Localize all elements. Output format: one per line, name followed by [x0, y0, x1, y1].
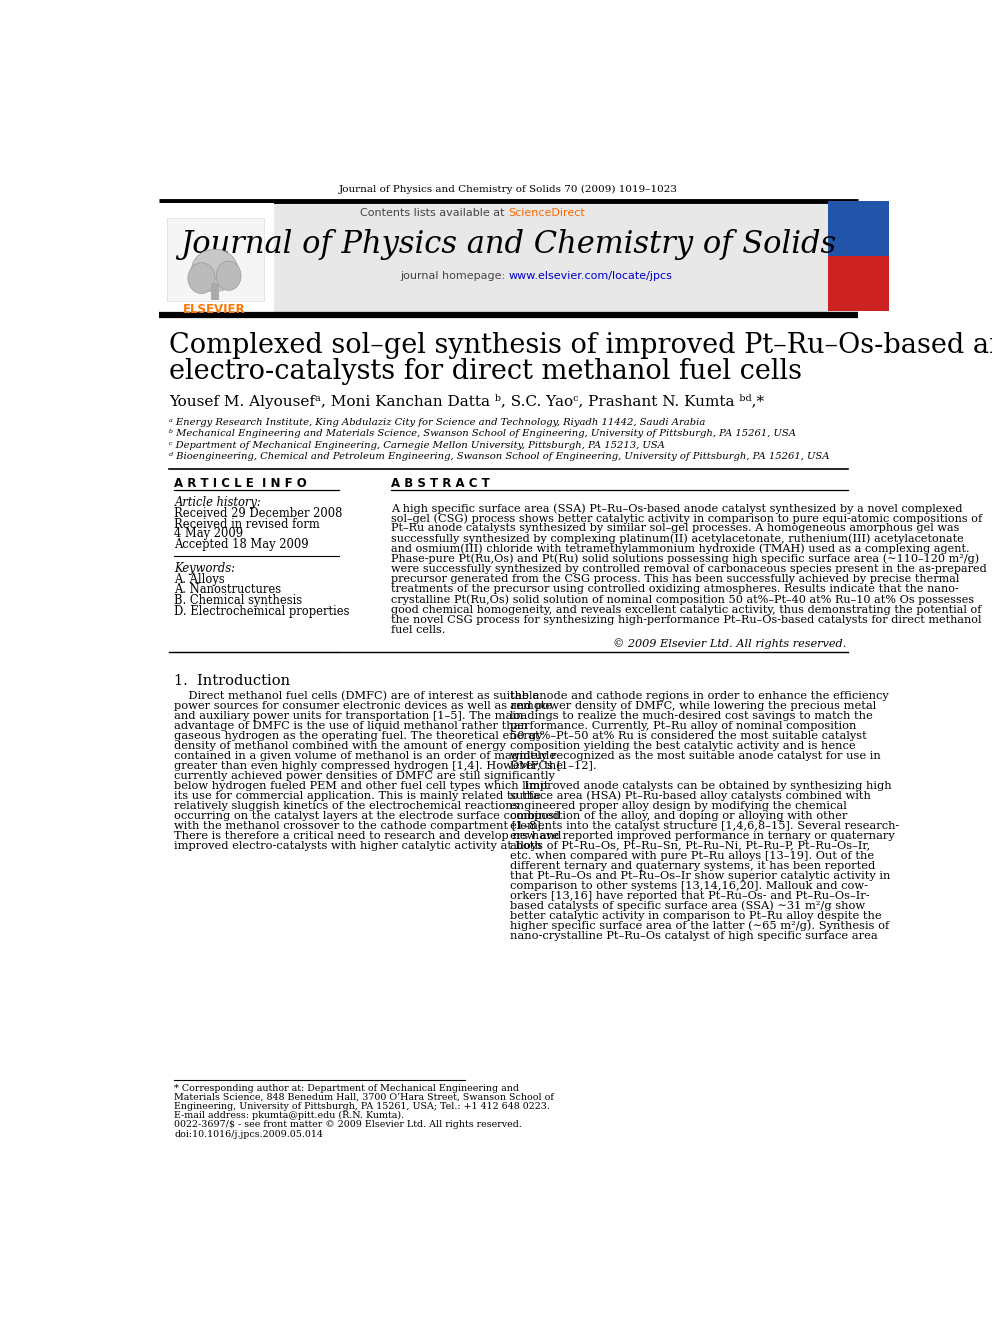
Text: elements into the catalyst structure [1,4,6,8–15]. Several research-: elements into the catalyst structure [1,…	[510, 820, 900, 831]
Text: different ternary and quaternary systems, it has been reported: different ternary and quaternary systems…	[510, 861, 875, 871]
Text: Journal of Physics and Chemistry of Solids 70 (2009) 1019–1023: Journal of Physics and Chemistry of Soli…	[339, 185, 678, 194]
Text: Yousef M. Alyousefᵃ, Moni Kanchan Datta ᵇ, S.C. Yaoᶜ, Prashant N. Kumta ᵇᵈ,*: Yousef M. Alyousefᵃ, Moni Kanchan Datta …	[169, 394, 764, 409]
Text: A. Nanostructures: A. Nanostructures	[175, 583, 282, 597]
Text: comparison to other systems [13,14,16,20]. Mallouk and cow-: comparison to other systems [13,14,16,20…	[510, 881, 868, 890]
Text: precursor generated from the CSG process. This has been successfully achieved by: precursor generated from the CSG process…	[392, 574, 959, 583]
Text: Direct methanol fuel cells (DMFC) are of interest as suitable: Direct methanol fuel cells (DMFC) are of…	[175, 691, 540, 701]
Text: Engineering, University of Pittsburgh, PA 15261, USA; Tel.: +1 412 648 0223.: Engineering, University of Pittsburgh, P…	[175, 1102, 551, 1111]
Text: Received in revised form: Received in revised form	[175, 519, 320, 531]
Bar	[827, 201, 889, 255]
Text: with the methanol crossover to the cathode compartment [1–8].: with the methanol crossover to the catho…	[175, 820, 545, 831]
Text: orkers [13,16] have reported that Pt–Ru–Os- and Pt–Ru–Os–Ir-: orkers [13,16] have reported that Pt–Ru–…	[510, 890, 870, 901]
Text: Materials Science, 848 Benedum Hall, 3700 O’Hara Street, Swanson School of: Materials Science, 848 Benedum Hall, 370…	[175, 1093, 555, 1102]
Ellipse shape	[187, 263, 215, 294]
Text: B. Chemical synthesis: B. Chemical synthesis	[175, 594, 303, 607]
Text: currently achieved power densities of DMFC are still significantly: currently achieved power densities of DM…	[175, 770, 556, 781]
Text: contained in a given volume of methanol is an order of magnitude: contained in a given volume of methanol …	[175, 750, 557, 761]
Text: occurring on the catalyst layers at the electrode surface combined: occurring on the catalyst layers at the …	[175, 811, 560, 820]
Text: ScienceDirect: ScienceDirect	[509, 208, 585, 218]
Text: etc. when compared with pure Pt–Ru alloys [13–19]. Out of the: etc. when compared with pure Pt–Ru alloy…	[510, 851, 874, 861]
Text: performance. Currently, Pt–Ru alloy of nominal composition: performance. Currently, Pt–Ru alloy of n…	[510, 721, 856, 730]
Text: ᵈ Bioengineering, Chemical and Petroleum Engineering, Swanson School of Engineer: ᵈ Bioengineering, Chemical and Petroleum…	[169, 452, 829, 462]
Text: Article history:: Article history:	[175, 496, 261, 509]
FancyBboxPatch shape	[159, 202, 858, 312]
Text: A high specific surface area (SSA) Pt–Ru–Os-based anode catalyst synthesized by : A high specific surface area (SSA) Pt–Ru…	[392, 503, 963, 513]
Text: ᶜ Department of Mechanical Engineering, Carnegie Mellon University, Pittsburgh, : ᶜ Department of Mechanical Engineering, …	[169, 441, 665, 450]
Text: crystalline Pt(Ru,Os) solid solution of nominal composition 50 at%–Pt–40 at% Ru–: crystalline Pt(Ru,Os) solid solution of …	[392, 594, 974, 605]
Text: and osmium(III) chloride with tetramethylammonium hydroxide (TMAH) used as a com: and osmium(III) chloride with tetramethy…	[392, 544, 970, 554]
Text: 1.  Introduction: 1. Introduction	[175, 673, 291, 688]
Text: A. Alloys: A. Alloys	[175, 573, 225, 586]
Text: A B S T R A C T: A B S T R A C T	[392, 478, 490, 491]
Text: were successfully synthesized by controlled removal of carbonaceous species pres: were successfully synthesized by control…	[392, 564, 987, 574]
Text: 50 at%–Pt–50 at% Ru is considered the most suitable catalyst: 50 at%–Pt–50 at% Ru is considered the mo…	[510, 730, 867, 741]
FancyBboxPatch shape	[159, 202, 274, 312]
Text: DMFCs [1–12].: DMFCs [1–12].	[510, 761, 596, 770]
Text: electro-catalysts for direct methanol fuel cells: electro-catalysts for direct methanol fu…	[169, 357, 802, 385]
Text: nano-crystalline Pt–Ru–Os catalyst of high specific surface area: nano-crystalline Pt–Ru–Os catalyst of hi…	[510, 931, 878, 941]
Text: www.elsevier.com/locate/jpcs: www.elsevier.com/locate/jpcs	[509, 271, 673, 280]
Text: treatments of the precursor using controlled oxidizing atmospheres. Results indi: treatments of the precursor using contro…	[392, 585, 959, 594]
Text: composition yielding the best catalytic activity and is hence: composition yielding the best catalytic …	[510, 741, 855, 750]
Text: Pt–Ru anode catalysts synthesized by similar sol–gel processes. A homogeneous am: Pt–Ru anode catalysts synthesized by sim…	[392, 524, 959, 533]
Text: fuel cells.: fuel cells.	[392, 624, 445, 635]
Text: Complexed sol–gel synthesis of improved Pt–Ru–Os-based anode: Complexed sol–gel synthesis of improved …	[169, 332, 992, 359]
Text: that Pt–Ru–Os and Pt–Ru–Os–Ir show superior catalytic activity in: that Pt–Ru–Os and Pt–Ru–Os–Ir show super…	[510, 871, 891, 881]
Text: below hydrogen fueled PEM and other fuel cell types which limit: below hydrogen fueled PEM and other fuel…	[175, 781, 549, 791]
Text: and power density of DMFC, while lowering the precious metal: and power density of DMFC, while lowerin…	[510, 701, 876, 710]
Text: Phase-pure Pt(Ru,Os) and Pt(Ru) solid solutions possessing high specific surface: Phase-pure Pt(Ru,Os) and Pt(Ru) solid so…	[392, 554, 980, 565]
Text: widely recognized as the most suitable anode catalyst for use in: widely recognized as the most suitable a…	[510, 750, 881, 761]
Text: © 2009 Elsevier Ltd. All rights reserved.: © 2009 Elsevier Ltd. All rights reserved…	[613, 638, 846, 650]
Text: engineered proper alloy design by modifying the chemical: engineered proper alloy design by modify…	[510, 800, 847, 811]
Text: based catalysts of specific surface area (SSA) ∼31 m²/g show: based catalysts of specific surface area…	[510, 901, 865, 912]
Text: doi:10.1016/j.jpcs.2009.05.014: doi:10.1016/j.jpcs.2009.05.014	[175, 1130, 323, 1139]
Text: alloys of Pt–Ru–Os, Pt–Ru–Sn, Pt–Ru–Ni, Pt–Ru–P, Pt–Ru–Os–Ir,: alloys of Pt–Ru–Os, Pt–Ru–Sn, Pt–Ru–Ni, …	[510, 840, 870, 851]
Text: There is therefore a critical need to research and develop new and: There is therefore a critical need to re…	[175, 831, 561, 840]
Text: advantage of DMFC is the use of liquid methanol rather than: advantage of DMFC is the use of liquid m…	[175, 721, 529, 730]
Text: the novel CSG process for synthesizing high-performance Pt–Ru–Os-based catalysts: the novel CSG process for synthesizing h…	[392, 615, 982, 624]
Text: density of methanol combined with the amount of energy: density of methanol combined with the am…	[175, 741, 506, 750]
Text: Accepted 18 May 2009: Accepted 18 May 2009	[175, 538, 309, 552]
Text: Improved anode catalysts can be obtained by synthesizing high: Improved anode catalysts can be obtained…	[510, 781, 892, 791]
Text: loadings to realize the much-desired cost savings to match the: loadings to realize the much-desired cos…	[510, 710, 873, 721]
Text: E-mail address: pkumta@pitt.edu (R.N. Kumta).: E-mail address: pkumta@pitt.edu (R.N. Ku…	[175, 1111, 405, 1121]
Text: ᵇ Mechanical Engineering and Materials Science, Swanson School of Engineering, U: ᵇ Mechanical Engineering and Materials S…	[169, 429, 796, 438]
Text: sol–gel (CSG) process shows better catalytic activity in comparison to pure equi: sol–gel (CSG) process shows better catal…	[392, 513, 982, 524]
Text: ᵃ Energy Research Institute, King Abdulaziz City for Science and Technology, Riy: ᵃ Energy Research Institute, King Abdula…	[169, 418, 705, 426]
Text: greater than even highly compressed hydrogen [1,4]. However, the: greater than even highly compressed hydr…	[175, 761, 563, 770]
Text: ers have reported improved performance in ternary or quaternary: ers have reported improved performance i…	[510, 831, 895, 840]
Text: improved electro-catalysts with higher catalytic activity at both: improved electro-catalysts with higher c…	[175, 840, 542, 851]
Text: better catalytic activity in comparison to Pt–Ru alloy despite the: better catalytic activity in comparison …	[510, 910, 882, 921]
Ellipse shape	[191, 249, 238, 291]
Bar	[827, 255, 889, 311]
Ellipse shape	[216, 261, 241, 291]
Text: its use for commercial application. This is mainly related to the: its use for commercial application. This…	[175, 791, 541, 800]
Text: ELSEVIER: ELSEVIER	[184, 303, 246, 316]
Text: power sources for consumer electronic devices as well as remote: power sources for consumer electronic de…	[175, 701, 553, 710]
Text: 0022-3697/$ - see front matter © 2009 Elsevier Ltd. All rights reserved.: 0022-3697/$ - see front matter © 2009 El…	[175, 1121, 522, 1130]
Text: Contents lists available at: Contents lists available at	[360, 208, 509, 218]
Text: Journal of Physics and Chemistry of Solids: Journal of Physics and Chemistry of Soli…	[181, 229, 836, 261]
Text: relatively sluggish kinetics of the electrochemical reactions: relatively sluggish kinetics of the elec…	[175, 800, 519, 811]
Text: higher specific surface area of the latter (∼65 m²/g). Synthesis of: higher specific surface area of the latt…	[510, 921, 889, 931]
Text: Received 29 December 2008: Received 29 December 2008	[175, 507, 343, 520]
Text: composition of the alloy, and doping or alloying with other: composition of the alloy, and doping or …	[510, 811, 847, 820]
Bar	[210, 283, 218, 300]
Text: surface area (HSA) Pt–Ru-based alloy catalysts combined with: surface area (HSA) Pt–Ru-based alloy cat…	[510, 791, 871, 802]
Text: A R T I C L E  I N F O: A R T I C L E I N F O	[175, 478, 308, 491]
Text: good chemical homogeneity, and reveals excellent catalytic activity, thus demons: good chemical homogeneity, and reveals e…	[392, 605, 982, 615]
Text: D. Electrochemical properties: D. Electrochemical properties	[175, 605, 350, 618]
Text: 4 May 2009: 4 May 2009	[175, 528, 243, 540]
Text: * Corresponding author at: Department of Mechanical Engineering and: * Corresponding author at: Department of…	[175, 1084, 520, 1093]
Bar	[167, 218, 264, 302]
Text: Keywords:: Keywords:	[175, 562, 235, 576]
Text: and auxiliary power units for transportation [1–5]. The main: and auxiliary power units for transporta…	[175, 710, 524, 721]
Text: the anode and cathode regions in order to enhance the efficiency: the anode and cathode regions in order t…	[510, 691, 889, 700]
Text: journal homepage:: journal homepage:	[400, 271, 509, 280]
Text: successfully synthesized by complexing platinum(II) acetylacetonate, ruthenium(I: successfully synthesized by complexing p…	[392, 533, 964, 544]
Text: gaseous hydrogen as the operating fuel. The theoretical energy: gaseous hydrogen as the operating fuel. …	[175, 730, 543, 741]
